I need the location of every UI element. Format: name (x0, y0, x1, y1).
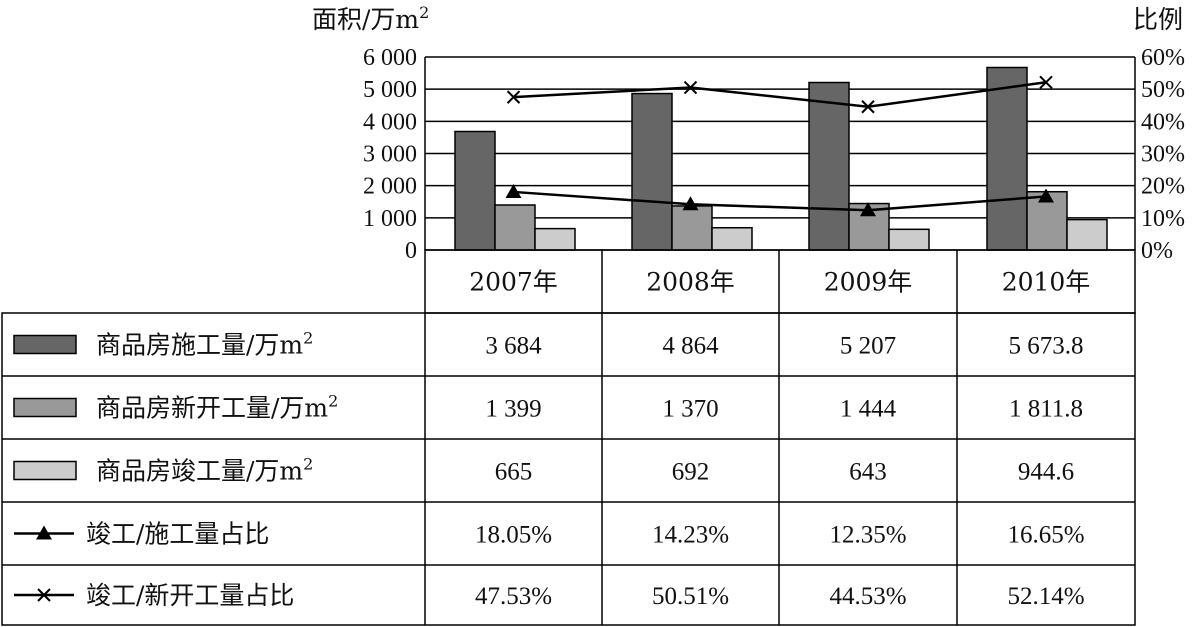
table-cell-value: 12.35% (829, 522, 906, 549)
left-tick-label: 0 (405, 238, 417, 264)
table-cell-value: 1 811.8 (1009, 396, 1083, 423)
table-cell-value: 4 864 (662, 333, 719, 360)
legend-label: 竣工/施工量占比 (86, 520, 269, 549)
right-tick-label: 20% (1141, 174, 1185, 200)
triangle-marker (36, 525, 52, 540)
bar (1066, 218, 1108, 251)
legend-swatch (13, 334, 77, 355)
legend-swatch (13, 397, 77, 418)
bar (534, 227, 576, 251)
series-line (513, 190, 1047, 212)
x-marker (1039, 75, 1053, 89)
year-label: 2007年 (469, 268, 558, 297)
right-tick-label: 30% (1141, 142, 1185, 168)
legend-label: 商品房竣工量/万m2 (96, 455, 313, 486)
x-marker (861, 100, 875, 114)
left-tick-label: 4 000 (363, 109, 417, 135)
triangle-marker (1038, 188, 1054, 203)
bar (711, 226, 753, 251)
bar (671, 205, 713, 251)
bar (494, 204, 536, 251)
table-cell-value: 47.53% (475, 583, 552, 610)
left-axis-title: 面积/万m2 (312, 3, 429, 34)
x-marker (683, 80, 698, 95)
right-tick-label: 10% (1141, 206, 1185, 232)
table-cell-value: 1 370 (662, 396, 718, 423)
gridlines (424, 56, 1136, 251)
legend-label: 竣工/新开工量占比 (86, 581, 294, 610)
triangle-marker (505, 183, 522, 198)
lines (505, 75, 1054, 217)
right-tick-label: 40% (1141, 109, 1185, 135)
year-label: 2010年 (1002, 268, 1091, 297)
table-cell-value: 3 684 (485, 333, 542, 360)
table-cell-value: 944.6 (1018, 459, 1074, 486)
year-label: 2009年 (824, 268, 913, 297)
x-marker-stroke (683, 80, 698, 95)
table-cell-value: 692 (672, 459, 710, 486)
bar (888, 228, 930, 251)
x-marker-stroke (37, 588, 51, 602)
series-line (513, 81, 1047, 109)
left-tick-label: 5 000 (363, 77, 417, 103)
right-tick-label: 0% (1141, 238, 1173, 264)
table-cell-value: 643 (849, 459, 887, 486)
right-tick-label: 60% (1141, 45, 1185, 71)
table-cell-value: 52.14% (1007, 583, 1084, 610)
x-marker (506, 90, 521, 104)
table-cell-value: 50.51% (652, 583, 729, 610)
left-tick-label: 2 000 (363, 174, 417, 200)
bar (631, 92, 673, 251)
legend-label: 商品房施工量/万m2 (96, 329, 313, 360)
left-tick-label: 1 000 (363, 206, 417, 232)
table-cell-value: 16.65% (1007, 522, 1084, 549)
table-cell-value: 14.23% (652, 522, 729, 549)
triangle-marker (860, 202, 876, 217)
left-tick-label: 6 000 (363, 45, 417, 71)
table-cell-value: 5 673.8 (1009, 333, 1084, 360)
left-axis-ticks: 0 1 000 2 000 3 000 4 000 5 000 6 000 (363, 45, 417, 264)
table-cell-value: 1 399 (485, 396, 541, 423)
left-tick-label: 3 000 (363, 142, 417, 168)
bar (986, 66, 1028, 251)
right-axis-ticks: 0% 10% 20% 30% 40% 50% 60% (1141, 45, 1185, 264)
legend-label: 商品房新开工量/万m2 (96, 392, 338, 423)
x-marker-stroke (506, 90, 521, 104)
table-body (1, 312, 1136, 626)
table-cell-value: 44.53% (829, 583, 906, 610)
triangle-marker (682, 196, 699, 211)
table-cell-value: 1 444 (840, 396, 897, 423)
x-marker-stroke (861, 100, 875, 114)
table-cell-value: 665 (495, 459, 533, 486)
table-cell-value: 5 207 (840, 333, 896, 360)
year-label: 2008年 (646, 268, 735, 297)
x-marker-stroke (1039, 75, 1053, 89)
table-cell-value: 18.05% (475, 522, 552, 549)
right-axis-title: 比例 (1133, 5, 1183, 34)
right-tick-label: 50% (1141, 77, 1185, 103)
bar (808, 81, 850, 251)
bar (454, 130, 496, 251)
legend-swatch (13, 460, 77, 481)
